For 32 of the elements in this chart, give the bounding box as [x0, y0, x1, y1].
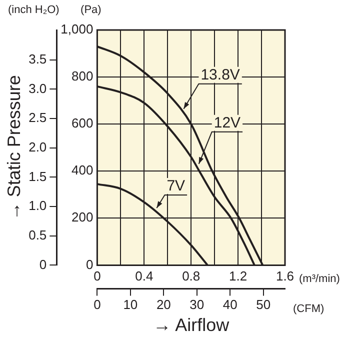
x2-tick-label: 50: [256, 297, 271, 312]
y-tick-label: 200: [72, 210, 94, 225]
x2-tick-label: 20: [156, 297, 171, 312]
x-tick-label: 1.2: [229, 268, 248, 284]
y-tick-label: 1,000: [60, 22, 94, 37]
text: (inch H₂O): [8, 4, 60, 16]
y2-tick-label: 2.0: [28, 139, 47, 154]
x2-tick-label: 10: [123, 297, 138, 312]
text: (m³/min): [299, 273, 340, 286]
y2-tick-label: 3.0: [28, 80, 47, 96]
text: 13.8V: [200, 66, 240, 84]
x2-tick-label: 40: [222, 297, 238, 312]
y-tick-label: 800: [72, 68, 94, 84]
y2-tick-label: 3.5: [28, 51, 47, 66]
y-tick-label: 0: [86, 256, 94, 272]
text: (Pa): [80, 4, 102, 16]
y2-tick-label: 0: [39, 256, 47, 272]
x-tick-label: 0.4: [135, 268, 154, 284]
x2-tick-label: 30: [190, 297, 204, 312]
series-label: 7V: [166, 178, 186, 195]
legend-label: 12V: [214, 114, 241, 132]
x-tick-label: 0.8: [182, 268, 200, 284]
x-axis-title: → Airflow: [153, 315, 230, 336]
y2-tick-label: 2.5: [28, 110, 47, 126]
text: (CFM): [293, 302, 324, 315]
y2-tick-label: 1.0: [28, 198, 47, 214]
x-tick-label: 1.6: [276, 268, 294, 284]
y-tick-label: 600: [72, 116, 94, 131]
y2-axis-title: → Static Pressure: [4, 75, 24, 220]
y2-tick-label: 0.5: [28, 227, 47, 242]
y2-tick-label: 1.5: [28, 168, 47, 184]
y-tick-label: 400: [72, 162, 94, 178]
